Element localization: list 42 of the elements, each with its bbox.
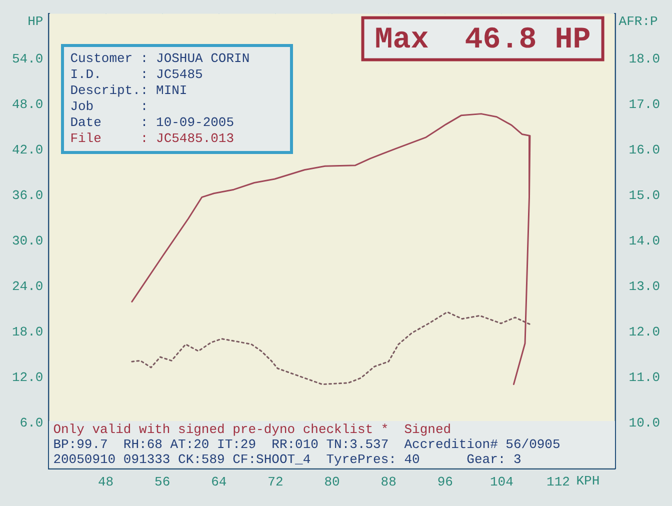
x-tick-label: 56 — [154, 474, 170, 490]
y-tick-label: 6.0 — [20, 415, 44, 430]
y2-tick-label: 14.0 — [628, 234, 660, 249]
x-tick-label: 80 — [324, 474, 340, 490]
x-tick-label: 64 — [211, 474, 227, 490]
y-tick-label: 36.0 — [12, 188, 44, 204]
y-tick-label: 24.0 — [12, 278, 44, 294]
y-tick-label: 12.0 — [12, 370, 44, 385]
y2-tick-label: 10.0 — [628, 415, 660, 430]
y-tick-label: 18.0 — [12, 324, 44, 340]
y-tick-label: 30.0 — [12, 234, 44, 249]
y2-tick-label: 15.0 — [628, 188, 660, 204]
y2-tick-label: 11.0 — [628, 370, 660, 385]
y-tick-label: 48.0 — [12, 97, 44, 112]
y-tick-label: 42.0 — [12, 142, 44, 158]
annotation: 20050910 091333 CK:589 CF:SHOOT_4 TyrePres: 40 Gear: 3 — [53, 452, 522, 468]
annotation: Job : — [70, 98, 150, 115]
y2-axis-title: AFR:P — [618, 14, 658, 30]
y2-tick-label: 18.0 — [628, 52, 660, 67]
annotation: I.D. : JC5485 — [70, 66, 204, 83]
annotation: BP:99.7 RH:68 AT:20 IT:29 RR:010 TN:3.537 Accredition# 56/0905 — [53, 437, 562, 452]
y2-tick-label: 16.0 — [628, 142, 660, 158]
annotation: Only valid with signed pre-dyno checklist * Signed — [53, 422, 452, 438]
annotation: Descript.: MINI — [70, 82, 188, 99]
y2-tick-label: 17.0 — [628, 97, 660, 112]
chart-title: Max 46.8 HP — [374, 23, 591, 58]
x-axis-title: KPH — [576, 473, 600, 488]
x-tick-label: 88 — [380, 474, 396, 490]
y-tick-label: 54.0 — [12, 52, 44, 67]
x-tick-label: 96 — [437, 474, 453, 490]
footer-panel: Only valid with signed pre-dyno checklist * Signed BP:99.7 RH:68 AT:20 IT:29 RR:010 TN:3.537 Accredition# 56/0905 20050910 091333 CK:589 CF:SHOOT_4 TyrePres: 40 Gear: 3 — [49, 421, 615, 468]
y-axis-title: HP — [28, 14, 44, 30]
line-series — [131, 311, 531, 386]
annotation: Date : 10-09-2005 — [70, 114, 236, 131]
y2-tick-label: 12.0 — [628, 324, 660, 340]
annotation: File : JC5485.013 — [70, 130, 236, 147]
x-tick-label: 72 — [268, 474, 284, 490]
x-tick-label: 104 — [490, 474, 514, 490]
annotation: Customer : JOSHUA CORIN — [70, 50, 250, 67]
y2-tick-label: 13.0 — [628, 278, 660, 294]
x-tick-label: 112 — [546, 474, 570, 490]
x-tick-label: 48 — [98, 474, 114, 490]
